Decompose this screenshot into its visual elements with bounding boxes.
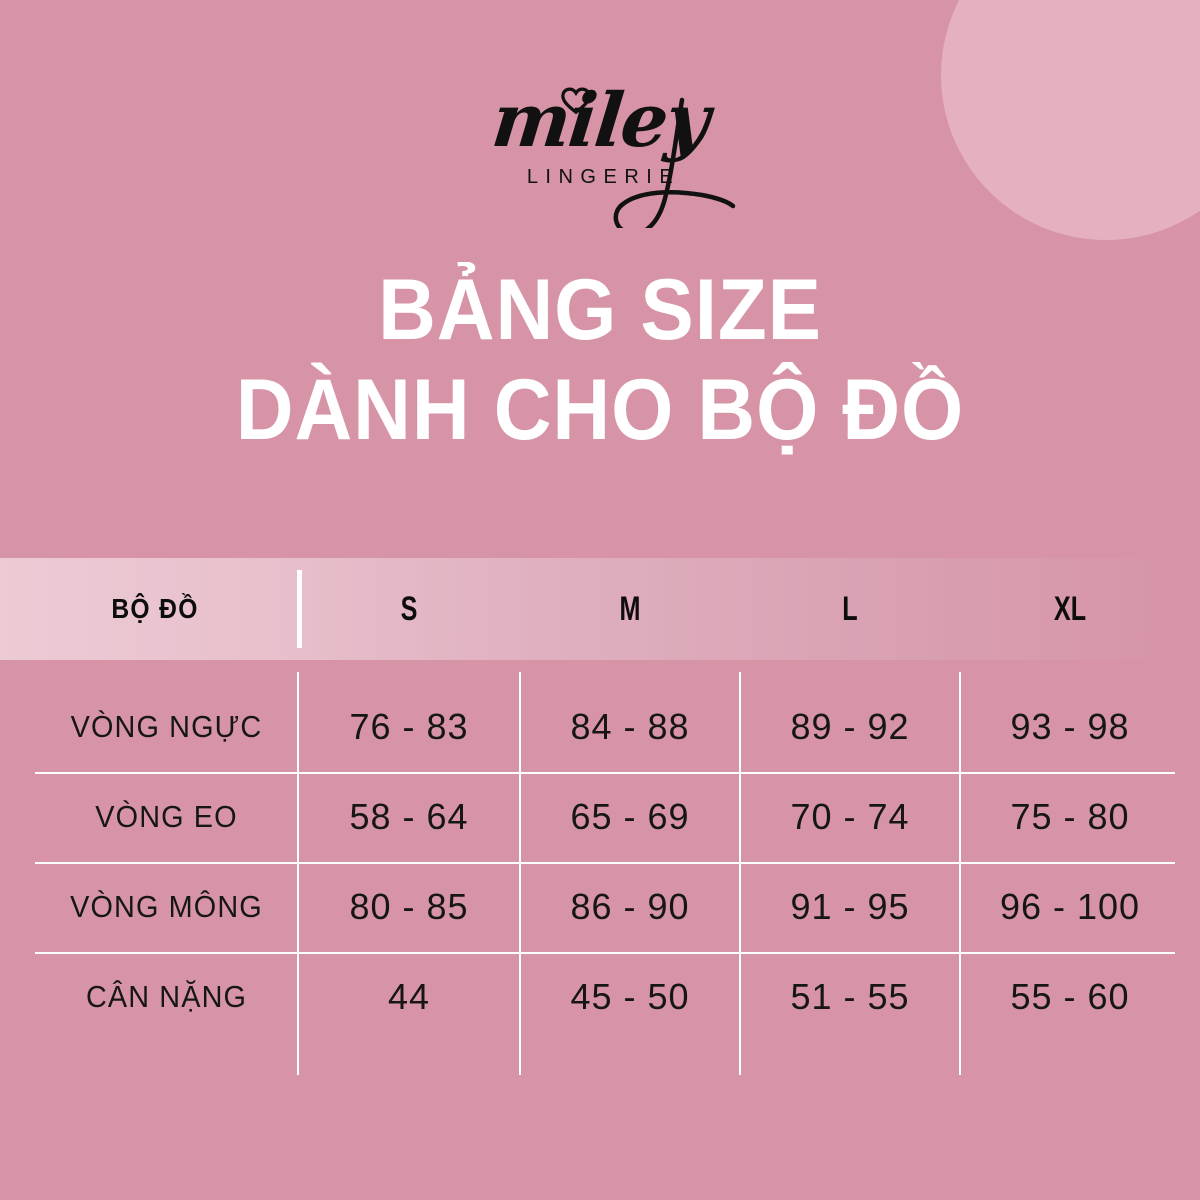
- cell-bust-s: 76 - 83: [349, 706, 469, 747]
- cell-hip-xl: 96 - 100: [999, 886, 1141, 927]
- row-label-weight: CÂN NẶNG: [85, 979, 248, 1014]
- column-header-l: L: [842, 589, 858, 628]
- page-title: BẢNG SIZE DÀNH CHO BỘ ĐỒ: [0, 262, 1200, 459]
- cell-bust-m: 84 - 88: [570, 706, 690, 747]
- table-header-band: [0, 558, 1200, 660]
- table-row: VÒNG NGỰC 76 - 83 84 - 88 89 - 92 93 - 9…: [0, 682, 1200, 772]
- table-header-row: BỘ ĐỒ S M L XL: [0, 558, 1200, 660]
- cell-bust-xl: 93 - 98: [1010, 706, 1130, 747]
- page-title-line-1: BẢNG SIZE: [378, 262, 822, 358]
- size-table: VÒNG NGỰC 76 - 83 84 - 88 89 - 92 93 - 9…: [0, 660, 1200, 1075]
- cell-bust-l: 89 - 92: [790, 706, 910, 747]
- heart-icon: [561, 87, 591, 115]
- table-row: VÒNG MÔNG 80 - 85 86 - 90 91 - 95 96 - 1…: [0, 862, 1200, 952]
- table-row: CÂN NẶNG 44 45 - 50 51 - 55 55 - 60: [0, 952, 1200, 1042]
- cell-waist-s: 58 - 64: [349, 796, 469, 837]
- cell-waist-xl: 75 - 80: [1010, 796, 1130, 837]
- cell-weight-s: 44: [387, 976, 431, 1017]
- cell-waist-m: 65 - 69: [570, 796, 690, 837]
- column-header-s: S: [400, 589, 418, 628]
- cell-hip-m: 86 - 90: [570, 886, 690, 927]
- logo-brand-text: miley: [488, 78, 712, 164]
- table-column-divider: [297, 672, 299, 1075]
- logo-mark: miley LINGERIE: [450, 78, 750, 228]
- cell-weight-l: 51 - 55: [790, 976, 910, 1017]
- row-label-waist: VÒNG EO: [95, 799, 238, 834]
- header-divider: [297, 570, 302, 648]
- logo-tagline: LINGERIE: [526, 166, 681, 188]
- table-row: VÒNG EO 58 - 64 65 - 69 70 - 74 75 - 80: [0, 772, 1200, 862]
- table-header-row-label: BỘ ĐỒ: [111, 593, 199, 624]
- row-label-bust: VÒNG NGỰC: [70, 709, 263, 744]
- cell-weight-m: 45 - 50: [570, 976, 690, 1017]
- table-column-divider: [519, 672, 521, 1075]
- cell-hip-l: 91 - 95: [790, 886, 910, 927]
- cell-hip-s: 80 - 85: [349, 886, 469, 927]
- table-row-divider: [35, 772, 1175, 774]
- table-column-divider: [959, 672, 961, 1075]
- table-column-divider: [739, 672, 741, 1075]
- column-header-m: M: [619, 589, 641, 628]
- page-title-line-2: DÀNH CHO BỘ ĐỒ: [235, 362, 965, 459]
- table-row-divider: [35, 952, 1175, 954]
- cell-weight-xl: 55 - 60: [1010, 976, 1130, 1017]
- cell-waist-l: 70 - 74: [790, 796, 910, 837]
- table-row-divider: [35, 862, 1175, 864]
- row-label-hip: VÒNG MÔNG: [70, 889, 263, 924]
- brand-logo: miley LINGERIE: [0, 78, 1200, 238]
- column-header-xl: XL: [1053, 589, 1087, 628]
